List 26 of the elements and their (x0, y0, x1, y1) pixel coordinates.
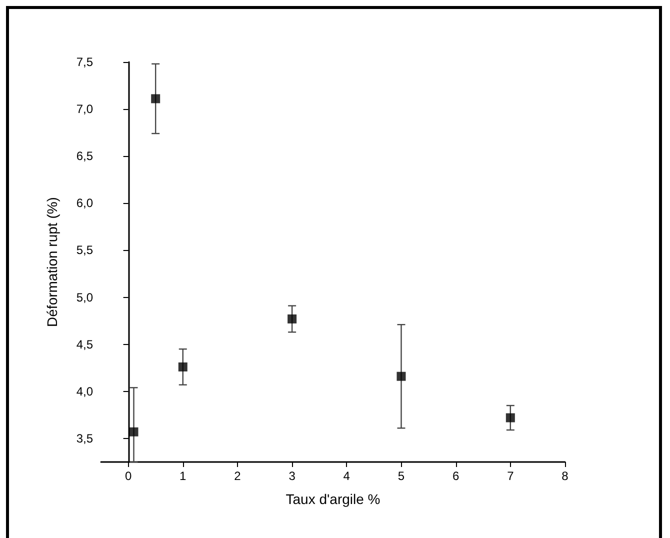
x-axis-title: Taux d'argile % (286, 491, 380, 507)
x-tick-label: 2 (234, 469, 242, 483)
x-tick-label: 0 (124, 469, 132, 483)
x-tick-label: 5 (398, 469, 405, 483)
point (506, 413, 515, 422)
x-tick-label: 4 (343, 469, 350, 483)
x-tick-label: 6 (452, 469, 460, 483)
point (288, 314, 297, 324)
y-tick-label: 3,5 (76, 431, 94, 446)
y-tick-label: 6,5 (76, 149, 94, 164)
y-tick-label: 4,5 (76, 337, 94, 352)
y-tick-label: 7,5 (76, 55, 94, 69)
y-tick-label: 5,5 (76, 243, 94, 258)
x-tick-label: 8 (562, 469, 569, 483)
y-tick-label: 4,0 (76, 384, 94, 398)
x-tick-label: 7 (507, 469, 514, 483)
y-tick-label: 6,0 (76, 196, 94, 210)
x-tick-label: 3 (288, 469, 296, 483)
y-axis-title: Déformation rupt (%) (44, 197, 60, 327)
y-tick-label: 5,0 (76, 290, 94, 304)
point (178, 362, 188, 372)
y-tick-label: 7,0 (76, 102, 94, 116)
point (396, 372, 406, 381)
point (151, 94, 160, 104)
point (129, 427, 138, 436)
x-tick-label: 1 (180, 469, 187, 483)
